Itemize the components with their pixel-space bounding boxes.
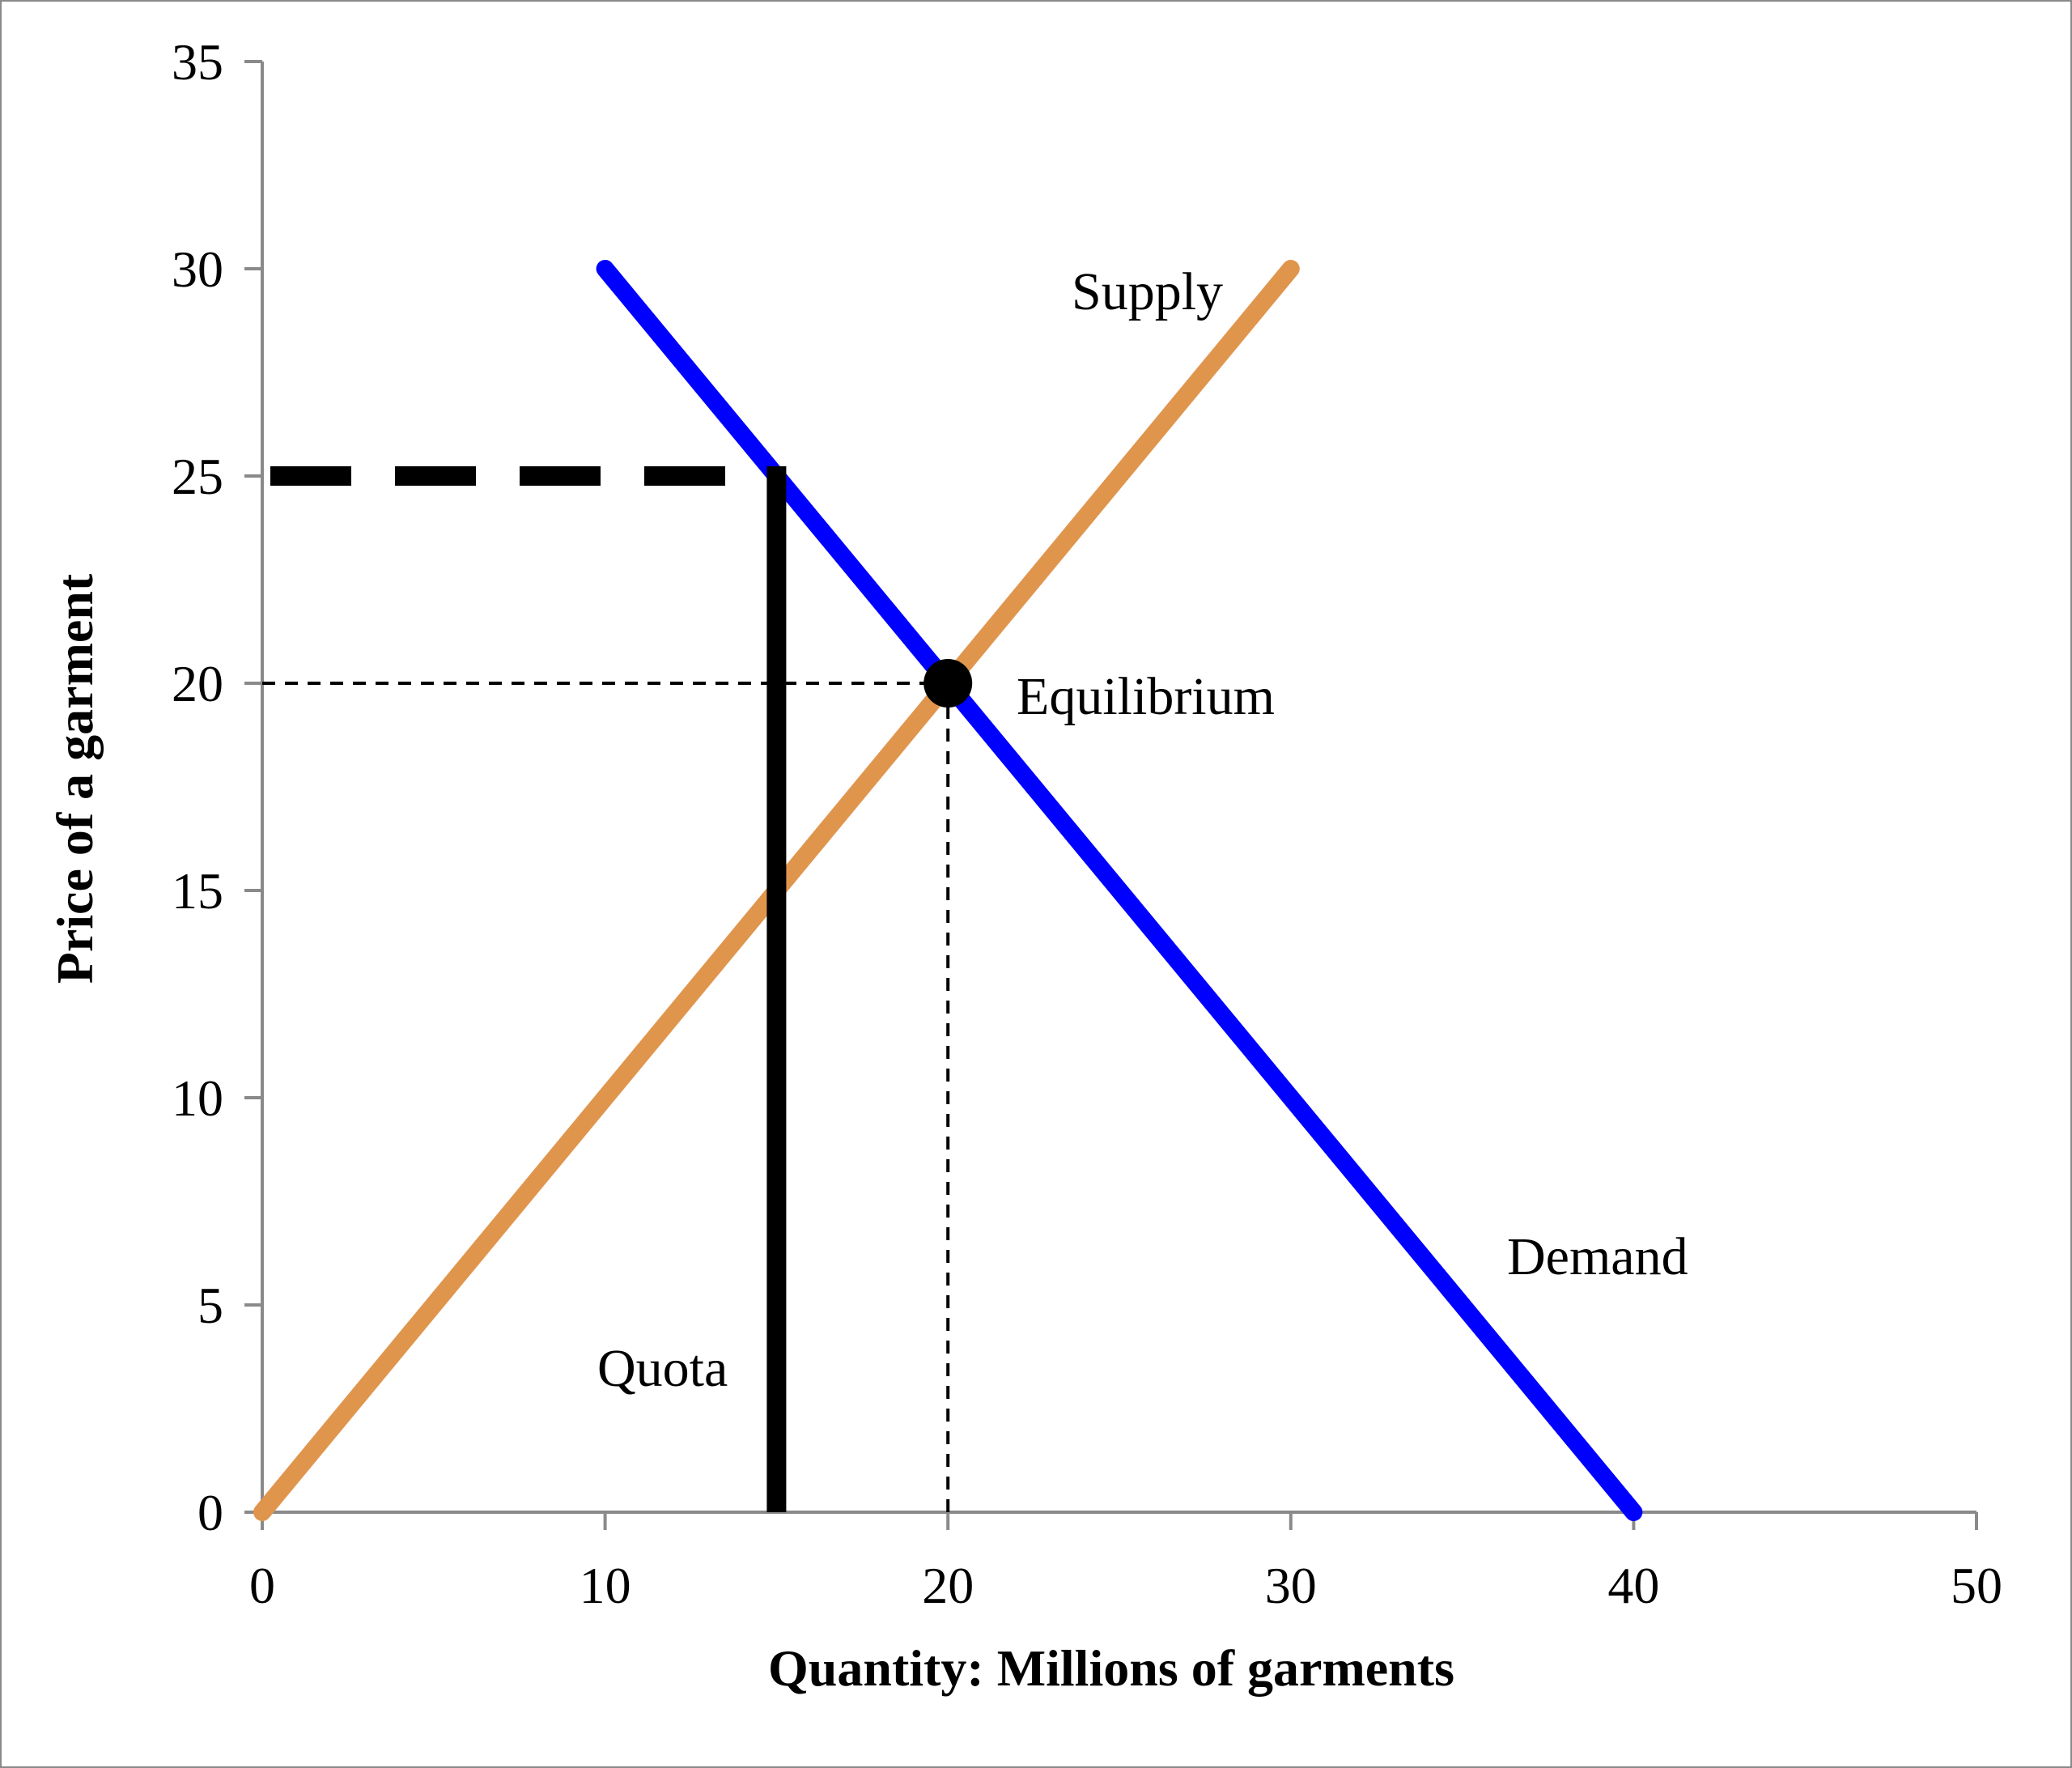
- x-tick-label: 40: [1607, 1557, 1659, 1614]
- labels: Quantity: Millions of garments Price of a…: [46, 262, 1688, 1697]
- y-tick-label: 0: [197, 1484, 223, 1541]
- x-tick-label: 30: [1265, 1557, 1317, 1614]
- demand-line: [596, 260, 1643, 1521]
- supply-label: Supply: [1072, 262, 1223, 321]
- x-tick-label: 10: [580, 1557, 631, 1614]
- demand-label: Demand: [1507, 1227, 1688, 1286]
- y-tick-label: 10: [172, 1069, 223, 1127]
- equilibrium-label: Equilibrium: [1017, 667, 1275, 726]
- x-tick-label: 50: [1951, 1557, 2002, 1614]
- x-tick-label: 20: [922, 1557, 974, 1614]
- y-tick-label: 30: [172, 240, 223, 298]
- equilibrium-point: [923, 659, 973, 708]
- y-tick-label: 20: [172, 655, 223, 712]
- y-axis-title: Price of a garment: [46, 573, 104, 984]
- axes: 0 5 10 15 20 25 30 35 0 10 20 30 40 50: [172, 33, 2002, 1614]
- y-tick-label: 35: [172, 33, 223, 91]
- guide-lines: [262, 682, 950, 1512]
- x-tick-label: 0: [249, 1557, 275, 1614]
- y-tick-label: 25: [172, 448, 223, 505]
- annotations: [270, 466, 973, 1512]
- x-axis-title: Quantity: Millions of garments: [768, 1639, 1454, 1697]
- quota-label: Quota: [597, 1339, 728, 1398]
- y-tick-label: 5: [197, 1277, 223, 1334]
- y-tick-label: 15: [172, 862, 223, 920]
